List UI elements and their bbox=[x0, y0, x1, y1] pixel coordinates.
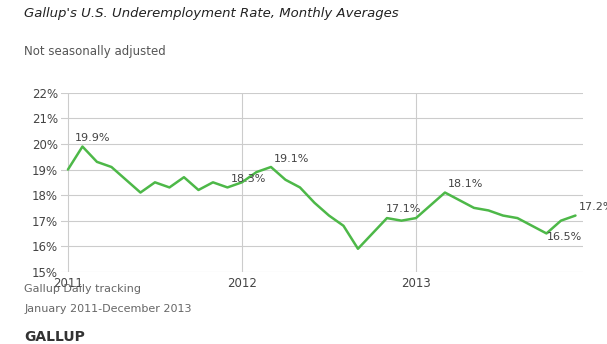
Text: 18.3%: 18.3% bbox=[231, 174, 266, 184]
Text: Gallup Daily tracking: Gallup Daily tracking bbox=[24, 284, 141, 294]
Text: 17.2%: 17.2% bbox=[578, 203, 607, 213]
Text: 17.1%: 17.1% bbox=[385, 204, 421, 214]
Text: 19.9%: 19.9% bbox=[75, 133, 110, 143]
Text: 16.5%: 16.5% bbox=[546, 233, 582, 243]
Text: Not seasonally adjusted: Not seasonally adjusted bbox=[24, 45, 166, 58]
Text: January 2011-December 2013: January 2011-December 2013 bbox=[24, 304, 192, 314]
Text: Gallup's U.S. Underemployment Rate, Monthly Averages: Gallup's U.S. Underemployment Rate, Mont… bbox=[24, 7, 399, 20]
Text: 18.1%: 18.1% bbox=[448, 180, 483, 190]
Text: GALLUP: GALLUP bbox=[24, 330, 85, 344]
Text: 19.1%: 19.1% bbox=[274, 154, 309, 164]
